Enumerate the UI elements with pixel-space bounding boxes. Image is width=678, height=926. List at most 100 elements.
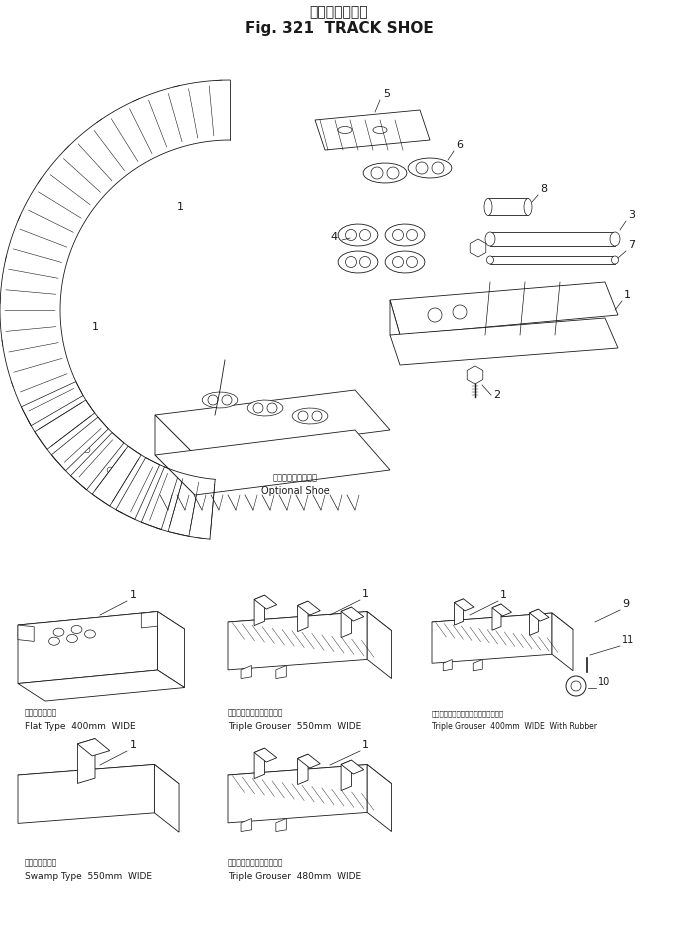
Ellipse shape (484, 198, 492, 216)
Polygon shape (18, 611, 157, 683)
Circle shape (359, 230, 370, 241)
Polygon shape (35, 400, 95, 449)
Polygon shape (338, 251, 378, 273)
Polygon shape (488, 198, 528, 215)
Circle shape (393, 230, 403, 241)
Text: Swamp Type  550mm  WIDE: Swamp Type 550mm WIDE (25, 872, 152, 881)
Circle shape (298, 411, 308, 421)
Polygon shape (385, 251, 425, 273)
Polygon shape (363, 163, 407, 183)
Polygon shape (432, 613, 573, 639)
Polygon shape (367, 611, 392, 679)
Text: 1: 1 (176, 202, 184, 212)
Polygon shape (18, 765, 155, 823)
Polygon shape (18, 611, 184, 643)
Polygon shape (141, 611, 157, 628)
Ellipse shape (612, 256, 618, 264)
Circle shape (222, 395, 232, 405)
Text: トリプルグローサ　　　幅: トリプルグローサ 幅 (228, 858, 283, 867)
Ellipse shape (610, 232, 620, 246)
Text: 1: 1 (362, 589, 369, 599)
Text: 11: 11 (622, 635, 634, 645)
Polygon shape (254, 595, 277, 609)
Polygon shape (298, 754, 308, 784)
Text: 2: 2 (493, 390, 500, 400)
Polygon shape (341, 607, 351, 638)
Ellipse shape (49, 637, 60, 645)
Polygon shape (298, 601, 308, 632)
Polygon shape (530, 609, 538, 635)
Text: 1: 1 (624, 290, 631, 300)
Polygon shape (22, 382, 83, 426)
Polygon shape (530, 609, 549, 621)
Polygon shape (432, 613, 552, 663)
Text: トラックシュー: トラックシュー (310, 5, 368, 19)
Circle shape (407, 230, 418, 241)
Polygon shape (157, 611, 184, 687)
Circle shape (393, 257, 403, 268)
Polygon shape (492, 604, 501, 631)
Polygon shape (492, 604, 511, 616)
Polygon shape (473, 659, 482, 670)
Polygon shape (116, 457, 159, 519)
Polygon shape (155, 765, 179, 832)
Circle shape (253, 403, 263, 413)
Polygon shape (390, 318, 618, 365)
Polygon shape (467, 366, 483, 384)
Polygon shape (471, 239, 486, 257)
Ellipse shape (487, 256, 494, 264)
Polygon shape (367, 765, 392, 832)
Polygon shape (254, 595, 264, 626)
Ellipse shape (66, 634, 77, 643)
Text: Triple Grouser  480mm  WIDE: Triple Grouser 480mm WIDE (228, 872, 361, 881)
Circle shape (566, 676, 586, 696)
Text: 4: 4 (330, 232, 337, 242)
Circle shape (208, 395, 218, 405)
Polygon shape (18, 625, 34, 642)
Polygon shape (77, 739, 110, 756)
Polygon shape (228, 611, 367, 669)
Polygon shape (341, 760, 363, 774)
Circle shape (346, 230, 357, 241)
Circle shape (416, 162, 428, 174)
Text: 10: 10 (598, 677, 610, 687)
Text: 1: 1 (500, 590, 507, 600)
Ellipse shape (53, 628, 64, 636)
Ellipse shape (85, 630, 96, 638)
Ellipse shape (524, 198, 532, 216)
Polygon shape (385, 224, 425, 246)
Polygon shape (454, 599, 464, 625)
Circle shape (267, 403, 277, 413)
Text: Triple Grouser  400mm  WIDE  With Rubber: Triple Grouser 400mm WIDE With Rubber (432, 722, 597, 731)
Polygon shape (490, 232, 615, 246)
Polygon shape (254, 748, 264, 779)
Ellipse shape (338, 127, 352, 133)
Polygon shape (155, 415, 195, 495)
Ellipse shape (485, 232, 495, 246)
Polygon shape (315, 110, 430, 150)
Polygon shape (228, 611, 392, 641)
Ellipse shape (373, 127, 387, 133)
Text: Flat Type  400mm  WIDE: Flat Type 400mm WIDE (25, 722, 136, 731)
Circle shape (346, 257, 357, 268)
Circle shape (407, 257, 418, 268)
Polygon shape (92, 446, 141, 507)
Polygon shape (247, 400, 283, 416)
Text: 6: 6 (456, 140, 463, 150)
Polygon shape (390, 282, 618, 335)
Circle shape (312, 411, 322, 421)
Text: 7: 7 (628, 240, 635, 250)
Polygon shape (298, 754, 320, 768)
Polygon shape (292, 408, 328, 424)
Circle shape (428, 308, 442, 322)
Polygon shape (338, 224, 378, 246)
Polygon shape (408, 158, 452, 178)
Circle shape (387, 167, 399, 179)
Polygon shape (155, 430, 390, 495)
Ellipse shape (71, 625, 82, 633)
Text: 3: 3 (628, 210, 635, 220)
Polygon shape (454, 599, 474, 611)
Polygon shape (276, 819, 286, 832)
Polygon shape (552, 613, 573, 670)
Text: Fig. 321  TRACK SHOE: Fig. 321 TRACK SHOE (245, 20, 433, 35)
